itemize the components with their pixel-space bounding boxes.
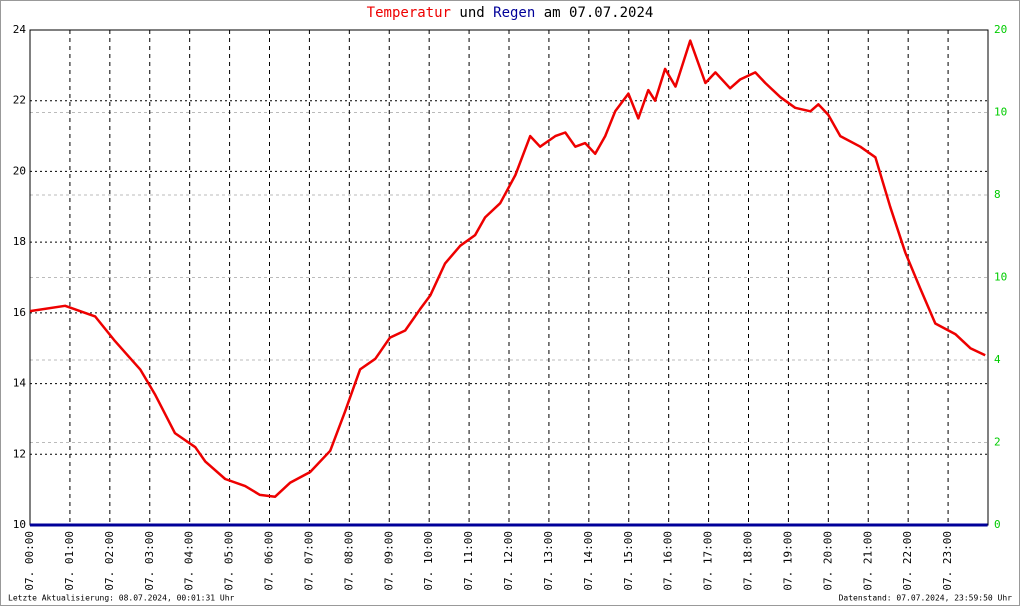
x-tick-label: 07. 03:00 bbox=[143, 531, 156, 591]
y-tick-label: 12 bbox=[13, 447, 26, 460]
series-line bbox=[29, 39, 986, 498]
footer-left: Letzte Aktualisierung: 08.07.2024, 00:01… bbox=[8, 594, 235, 603]
x-tick-label: 07. 13:00 bbox=[542, 531, 555, 591]
x-tick-label: 07. 09:00 bbox=[382, 531, 395, 591]
x-tick-label: 07. 15:00 bbox=[622, 531, 635, 591]
x-tick-label: 07. 01:00 bbox=[63, 531, 76, 591]
y-tick-label: 10 bbox=[13, 518, 26, 531]
title-part: und bbox=[459, 5, 484, 21]
title-series-2: Regen bbox=[493, 5, 535, 21]
x-tick-label: 07. 16:00 bbox=[662, 531, 675, 591]
x-tick-label: 07. 11:00 bbox=[462, 531, 475, 591]
x-tick-label: 07. 22:00 bbox=[901, 531, 914, 591]
x-tick-label: 07. 04:00 bbox=[183, 531, 196, 591]
x-tick-label: 07. 21:00 bbox=[861, 531, 874, 591]
x-tick-label: 07. 08:00 bbox=[342, 531, 355, 591]
x-tick-label: 07. 02:00 bbox=[103, 531, 116, 591]
y2-tick-label: 10 bbox=[994, 106, 1007, 119]
y2-tick-label: 4 bbox=[994, 353, 1001, 366]
chart-title: Temperatur und Regen am 07.07.2024 bbox=[367, 5, 654, 21]
x-tick-label: 07. 18:00 bbox=[742, 531, 755, 591]
title-series-1: Temperatur bbox=[367, 5, 451, 21]
title-part: am 07.07.2024 bbox=[544, 5, 654, 21]
x-tick-label: 07. 00:00 bbox=[23, 531, 36, 591]
x-tick-label: 07. 19:00 bbox=[781, 531, 794, 591]
x-tick-label: 07. 12:00 bbox=[502, 531, 515, 591]
x-tick-label: 07. 23:00 bbox=[941, 531, 954, 591]
y-tick-label: 20 bbox=[13, 164, 26, 177]
y-tick-label: 14 bbox=[13, 377, 27, 390]
x-tick-label: 07. 17:00 bbox=[702, 531, 715, 591]
x-tick-label: 07. 05:00 bbox=[223, 531, 236, 591]
y2-tick-label: 8 bbox=[994, 188, 1001, 201]
y-tick-label: 18 bbox=[13, 235, 26, 248]
y2-tick-label: 10 bbox=[994, 271, 1007, 284]
footer-right: Datenstand: 07.07.2024, 23:59:50 Uhr bbox=[839, 594, 1013, 603]
y-tick-label: 16 bbox=[13, 306, 26, 319]
x-tick-label: 07. 07:00 bbox=[302, 531, 315, 591]
x-tick-label: 07. 20:00 bbox=[821, 531, 834, 591]
y-tick-label: 22 bbox=[13, 94, 26, 107]
x-tick-label: 07. 06:00 bbox=[263, 531, 276, 591]
x-tick-label: 07. 14:00 bbox=[582, 531, 595, 591]
x-tick-label: 07. 10:00 bbox=[422, 531, 435, 591]
y2-tick-label: 0 bbox=[994, 518, 1001, 531]
y-tick-label: 24 bbox=[13, 23, 27, 36]
y2-tick-label: 20 bbox=[994, 23, 1007, 36]
y2-tick-label: 2 bbox=[994, 436, 1001, 449]
